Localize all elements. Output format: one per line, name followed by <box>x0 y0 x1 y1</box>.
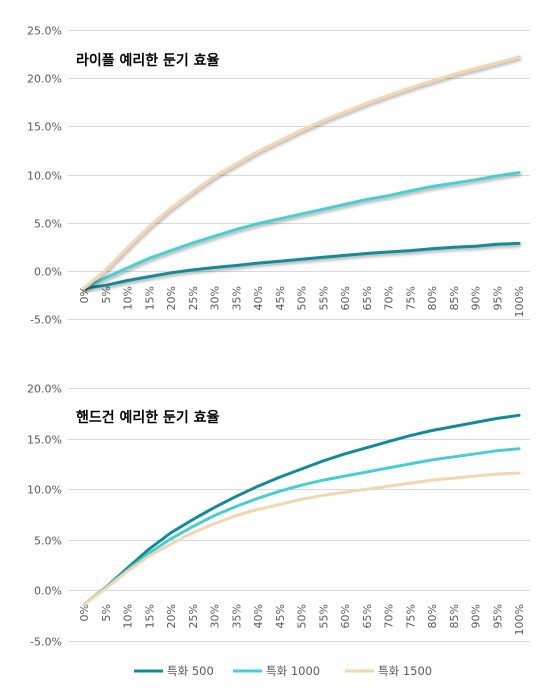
y-tick-label: 0.0% <box>34 266 62 279</box>
x-tick-label: 60% <box>339 286 352 310</box>
chart-title: 핸드건 예리한 둔기 효율 <box>76 409 220 426</box>
x-tick-label: 50% <box>296 286 309 310</box>
x-tick-label: 0% <box>78 604 91 621</box>
x-tick-label: 45% <box>274 604 287 628</box>
x-tick-label: 20% <box>165 604 178 628</box>
x-tick-label: 65% <box>361 286 374 310</box>
x-tick-label: 60% <box>339 604 352 628</box>
x-tick-label: 100% <box>513 604 526 635</box>
x-tick-label: 10% <box>122 604 135 628</box>
x-tick-label: 75% <box>404 604 417 628</box>
y-tick-label: 0.0% <box>34 585 62 598</box>
x-tick-label: 30% <box>209 604 222 628</box>
rifle-chart: 25.0% 20.0% 15.0% 10.0% 5.0% 0.0% -5.0% 0% 5% 10… <box>27 25 530 327</box>
y-tick-label: 10.0% <box>27 170 62 183</box>
x-tick-label: 5% <box>100 286 113 303</box>
x-tick-label: 95% <box>491 286 504 310</box>
x-tick-label: 70% <box>383 286 396 310</box>
x-tick-label: 50% <box>296 604 309 628</box>
handgun-chart: 20.0% 15.0% 10.0% 5.0% 0.0% -5.0% 0% 5% 10% 15% 2… <box>27 383 530 649</box>
x-tick-label: 25% <box>187 604 200 628</box>
x-tick-label: 0% <box>78 286 91 303</box>
y-tick-label: 20.0% <box>27 383 62 396</box>
x-tick-label: 25% <box>187 286 200 310</box>
x-tick-label: 55% <box>317 604 330 628</box>
y-axis-ticks: 25.0% 20.0% 15.0% 10.0% 5.0% 0.0% -5.0% <box>27 25 62 327</box>
x-tick-label: 80% <box>426 286 439 310</box>
x-tick-label: 75% <box>404 286 417 310</box>
legend-label: 특화 1500 <box>378 664 432 678</box>
x-tick-label: 100% <box>513 286 526 317</box>
y-tick-label: 15.0% <box>27 434 62 447</box>
series-line <box>82 413 521 607</box>
chart-title: 라이플 예리한 둔기 효율 <box>76 52 220 69</box>
x-tick-label: 20% <box>165 286 178 310</box>
x-tick-label: 90% <box>470 286 483 310</box>
x-tick-label: 40% <box>252 286 265 310</box>
y-tick-label: 20.0% <box>27 73 62 86</box>
x-tick-label: 30% <box>209 286 222 310</box>
x-tick-label: 35% <box>230 604 243 628</box>
legend-label: 특화 1000 <box>266 664 320 678</box>
gridlines <box>68 30 530 320</box>
x-tick-label: 40% <box>252 604 265 628</box>
x-tick-label: 70% <box>383 604 396 628</box>
x-tick-label: 35% <box>230 286 243 310</box>
x-tick-label: 15% <box>143 604 156 628</box>
x-tick-label: 90% <box>470 604 483 628</box>
x-tick-label: 10% <box>122 286 135 310</box>
gridlines <box>68 388 530 642</box>
x-tick-label: 45% <box>274 286 287 310</box>
y-tick-label: 15.0% <box>27 121 62 134</box>
x-tick-label: 15% <box>143 286 156 310</box>
series-lines <box>82 413 521 607</box>
y-axis-ticks: 20.0% 15.0% 10.0% 5.0% 0.0% -5.0% <box>27 383 62 649</box>
y-tick-label: 10.0% <box>27 484 62 497</box>
legend-item: 특화 1000 <box>233 664 320 678</box>
legend-item: 특화 500 <box>134 664 214 678</box>
series-line <box>82 55 521 290</box>
y-tick-label: -5.0% <box>30 314 62 327</box>
x-tick-label: 5% <box>100 604 113 621</box>
y-tick-label: 5.0% <box>34 218 62 231</box>
y-tick-label: 5.0% <box>34 535 62 548</box>
x-axis-ticks: 0% 5% 10% 15% 20% 25% 30% 35% 40% 45% 50% 55% 60% 65%… <box>78 604 526 635</box>
y-tick-label: -5.0% <box>30 636 62 649</box>
legend-label: 특화 500 <box>167 664 214 678</box>
series-line <box>82 447 521 607</box>
x-tick-label: 85% <box>448 604 461 628</box>
x-tick-label: 95% <box>491 604 504 628</box>
series-lines <box>82 55 521 290</box>
legend: 특화 500 특화 1000 특화 1500 <box>134 664 432 678</box>
x-tick-label: 55% <box>317 286 330 310</box>
x-tick-label: 80% <box>426 604 439 628</box>
legend-item: 특화 1500 <box>345 664 432 678</box>
series-line <box>82 471 521 607</box>
series-line <box>82 171 521 290</box>
x-axis-ticks: 0% 5% 10% 15% 20% 25% 30% 35% 40% 45% 50% 55% 60% 65%… <box>78 286 526 317</box>
x-tick-label: 65% <box>361 604 374 628</box>
series-line <box>82 241 521 290</box>
x-tick-label: 85% <box>448 286 461 310</box>
y-tick-label: 25.0% <box>27 25 62 38</box>
